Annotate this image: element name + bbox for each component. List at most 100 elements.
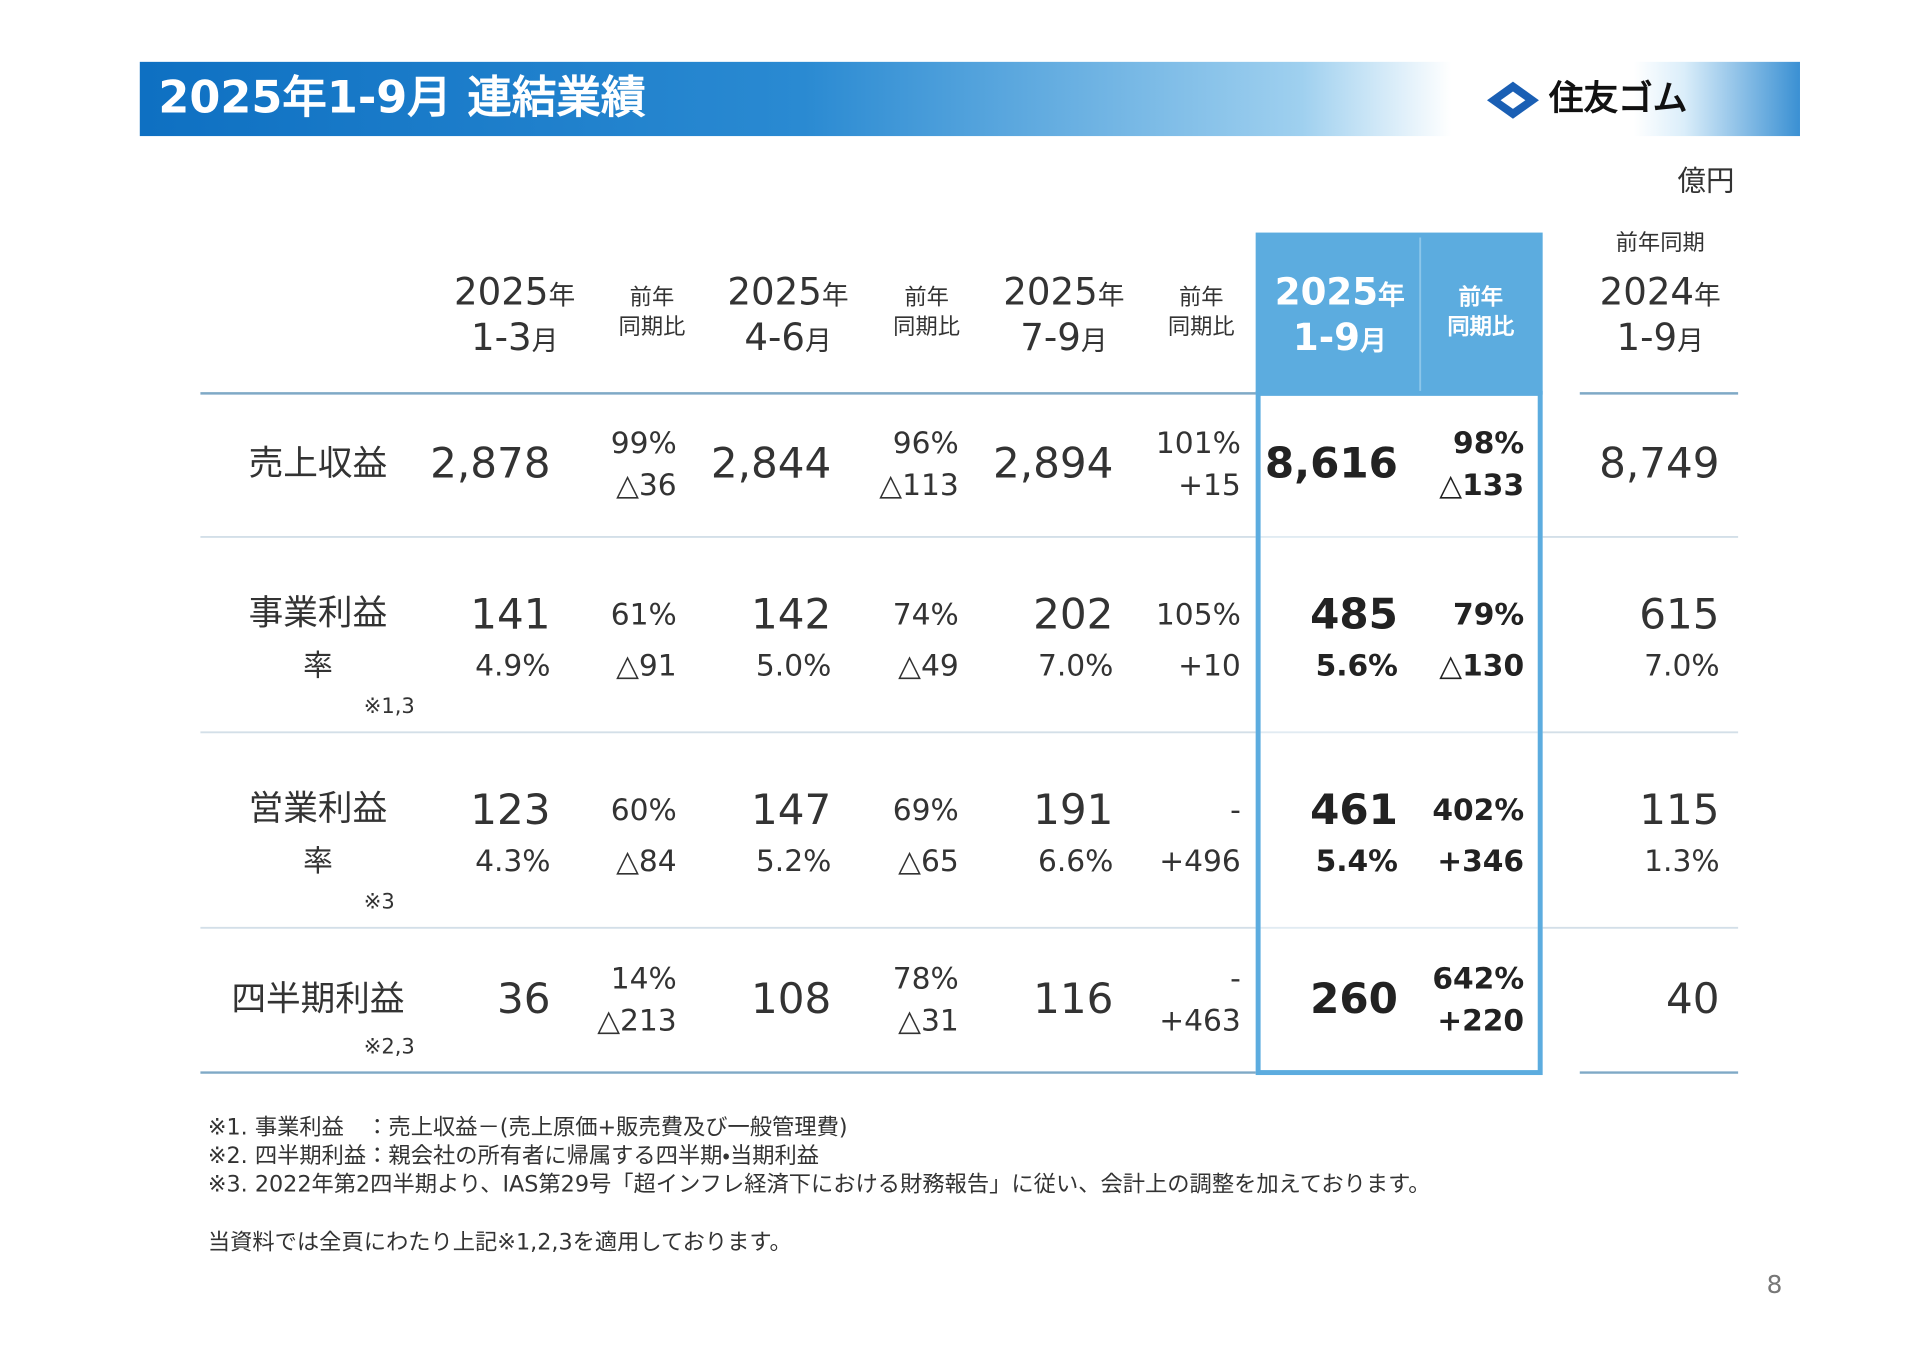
column-header: 同期比 <box>893 314 960 341</box>
value-cell: 8,616 <box>1264 439 1398 489</box>
column-header: 同期比 <box>1167 314 1235 341</box>
column-year: 2025年 <box>1274 270 1405 315</box>
value-cell: 485 <box>1310 590 1398 640</box>
footnote: 当資料では全頁にわたり上記※1,2,3を適用しております。 <box>207 1229 792 1256</box>
highlight-frame <box>1255 390 1543 1076</box>
value-cell: 36 <box>496 974 551 1024</box>
comparison-cell: 105% <box>1155 597 1241 633</box>
column-header: 同期比 <box>1447 314 1515 341</box>
comparison-cell: - <box>1230 792 1241 828</box>
value-cell: 2,844 <box>710 439 832 489</box>
value-cell: 7.0% <box>1644 648 1720 683</box>
value-cell: 5.2% <box>755 843 832 879</box>
comparison-cell: 79% <box>1453 597 1525 633</box>
footnote: ※3. 2022年第2四半期より、IAS第29号「超インフレ経済下における財務報… <box>207 1171 1431 1198</box>
value-cell: 6.6% <box>1037 843 1114 879</box>
comparison-cell: △36 <box>616 467 677 503</box>
column-header: 前年 <box>904 284 949 311</box>
column-year: 2025年 <box>454 270 576 315</box>
column-year: 2024年 <box>1599 270 1721 315</box>
value-cell: 461 <box>1310 785 1398 836</box>
value-cell: 123 <box>470 785 551 836</box>
comparison-cell: △133 <box>1439 467 1525 503</box>
row-note: ※1,3 <box>363 694 415 720</box>
rate-label: 率 <box>303 648 333 683</box>
logo-text: 住友ゴム <box>1548 77 1688 119</box>
value-cell: 142 <box>751 590 832 640</box>
column-period: 1-9月 <box>1616 316 1704 360</box>
comparison-cell: △84 <box>616 843 677 879</box>
value-cell: 8,749 <box>1599 439 1720 489</box>
value-cell: 4.9% <box>475 648 551 683</box>
comparison-cell: 642% <box>1432 960 1525 996</box>
row-note: ※3 <box>363 890 395 915</box>
comparison-cell: 69% <box>892 792 959 828</box>
comparison-cell: 78% <box>892 960 959 996</box>
comparison-cell: - <box>1230 960 1241 996</box>
value-cell: 2,894 <box>992 439 1114 489</box>
value-cell: 147 <box>751 785 832 836</box>
column-header: 同期比 <box>618 314 686 341</box>
row-label: 売上収益 <box>248 442 388 484</box>
column-period: 1-9月 <box>1292 316 1387 360</box>
value-cell: 116 <box>1033 974 1114 1024</box>
row-label: 事業利益 <box>248 592 388 634</box>
value-cell: 5.6% <box>1315 648 1398 683</box>
value-cell: 108 <box>751 974 832 1024</box>
column-caption: 前年同期 <box>1615 230 1705 257</box>
value-cell: 1.3% <box>1644 843 1720 879</box>
page-number: 8 <box>1766 1269 1783 1299</box>
comparison-cell: 96% <box>892 425 959 461</box>
comparison-cell: +496 <box>1159 843 1241 879</box>
comparison-cell: 101% <box>1155 425 1241 461</box>
value-cell: 2,878 <box>430 439 551 489</box>
comparison-cell: 74% <box>892 597 959 633</box>
comparison-cell: 60% <box>610 792 677 828</box>
comparison-cell: △130 <box>1439 648 1525 683</box>
column-header: 前年 <box>1178 284 1224 311</box>
column-year: 2025年 <box>1003 270 1125 315</box>
value-cell: 191 <box>1033 785 1114 836</box>
value-cell: 40 <box>1666 974 1720 1024</box>
comparison-cell: △31 <box>898 1002 959 1038</box>
row-note: ※2,3 <box>363 1034 415 1060</box>
value-cell: 202 <box>1033 590 1114 640</box>
value-cell: 141 <box>470 590 551 640</box>
slide-title: 2025年1-9月 連結業績 <box>158 72 646 124</box>
comparison-cell: △49 <box>898 648 959 683</box>
row-label: 四半期利益 <box>231 977 405 1019</box>
comparison-cell: 402% <box>1432 792 1525 828</box>
column-period: 7-9月 <box>1020 316 1108 360</box>
column-year: 2025年 <box>727 270 849 315</box>
footnote: ※1. 事業利益 ：売上収益－(売上原価+販売費及び一般管理費) <box>207 1114 848 1141</box>
value-cell: 260 <box>1310 974 1398 1024</box>
comparison-cell: △91 <box>616 648 677 683</box>
column-period: 4-6月 <box>744 316 832 360</box>
comparison-cell: +346 <box>1437 843 1525 879</box>
comparison-cell: +10 <box>1178 648 1241 683</box>
column-header: 前年 <box>629 284 675 311</box>
comparison-cell: +220 <box>1437 1002 1525 1038</box>
comparison-cell: 98% <box>1453 425 1525 461</box>
comparison-cell: △113 <box>879 467 959 503</box>
value-cell: 115 <box>1639 785 1720 836</box>
rate-label: 率 <box>303 843 333 879</box>
comparison-cell: 61% <box>610 597 677 633</box>
comparison-cell: △65 <box>898 843 959 879</box>
comparison-cell: 99% <box>610 425 677 461</box>
value-cell: 5.0% <box>755 648 832 683</box>
column-header: 前年 <box>1458 284 1504 311</box>
comparison-cell: 14% <box>610 960 677 996</box>
footnote: ※2. 四半期利益：親会社の所有者に帰属する四半期・当期利益 <box>207 1143 820 1170</box>
value-cell: 4.3% <box>475 843 551 879</box>
comparison-cell: +15 <box>1178 467 1241 503</box>
logo-mark <box>1486 81 1539 119</box>
comparison-cell: +463 <box>1159 1002 1241 1038</box>
value-cell: 615 <box>1639 590 1720 640</box>
unit-label: 億円 <box>1677 165 1735 198</box>
row-label: 営業利益 <box>248 788 388 829</box>
column-period: 1-3月 <box>470 316 559 360</box>
